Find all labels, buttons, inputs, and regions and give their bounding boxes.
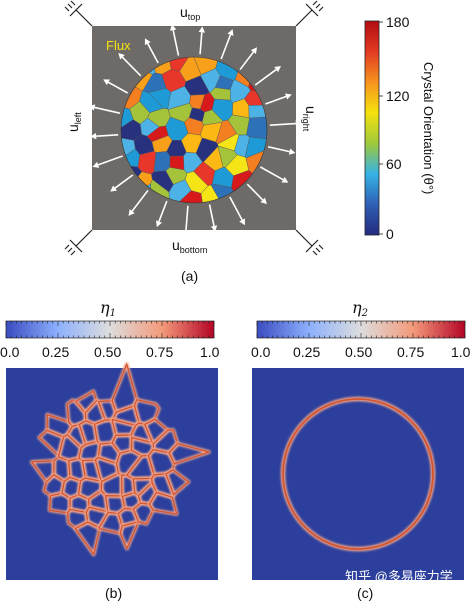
flux-arrow-shaft — [172, 29, 180, 56]
grain-region-boundary — [120, 56, 268, 204]
u-left-label: uleft — [65, 112, 83, 132]
eta2-tick-075: 0.75 — [397, 344, 424, 360]
flux-arrow-head — [260, 197, 267, 205]
flux-arrow-shaft — [97, 155, 123, 166]
flux-label: Flux — [106, 38, 131, 53]
flux-arrow-shaft — [229, 196, 243, 221]
eta1-grain-boundary-network — [29, 362, 211, 557]
caption-c: (c) — [357, 585, 373, 601]
u-bottom-label: ubottom — [172, 237, 207, 255]
flux-arrow-head — [210, 225, 218, 232]
flux-arrow-head — [90, 132, 97, 140]
flux-arrow-shaft — [147, 43, 159, 64]
flux-arrow-head — [239, 218, 245, 226]
flux-arrow-shaft — [265, 95, 287, 105]
flux-arrow-head — [88, 104, 96, 111]
corner-support-top-left — [64, 0, 93, 27]
flux-arrow-head — [281, 176, 289, 183]
eta2-tick-050: 0.50 — [345, 344, 372, 360]
flux-arrow-shaft — [208, 204, 215, 227]
eta2-ring — [282, 398, 434, 550]
flux-arrows — [88, 24, 302, 238]
corner-support-bottom-left — [64, 229, 93, 256]
watermark: 知乎 @多易座力学 — [345, 569, 453, 584]
u-top-label: utop — [180, 4, 200, 22]
flux-arrow-shaft — [254, 68, 277, 86]
flux-arrow-head — [198, 26, 206, 33]
grain — [245, 139, 267, 203]
caption-b: (b) — [105, 585, 122, 601]
flux-arrow-head — [274, 66, 282, 73]
panel-a: Flux utop ubottom uleft uright 180 120 6… — [64, 0, 436, 284]
u-right-label: uright — [301, 106, 319, 132]
flux-arrow-head — [295, 120, 302, 127]
flux-arrow-head — [92, 161, 100, 168]
orientation-tick-120: 120 — [386, 88, 410, 104]
eta1-tick-075: 0.75 — [146, 344, 173, 360]
eta2-tick-025: 0.25 — [293, 344, 320, 360]
grain-boundary — [133, 399, 160, 426]
orientation-tick-0: 0 — [386, 226, 394, 242]
panel-c: η2 0.0 0.25 0.50 0.75 1.0 (c) — [251, 298, 471, 601]
eta2-colorbar-ticks — [256, 321, 466, 338]
flux-arrow-head — [155, 220, 162, 228]
eta1-tick-1: 1.0 — [200, 344, 220, 360]
eta1-tick-0: 0.0 — [0, 344, 20, 360]
flux-arrow-head — [285, 93, 292, 100]
flux-arrow-head — [110, 185, 117, 192]
flux-arrow-head — [103, 79, 110, 86]
flux-arrow-shaft — [220, 34, 232, 60]
orientation-colorbar-ticks — [379, 21, 383, 235]
flux-arrow-shaft — [94, 106, 121, 114]
flux-arrow-shaft — [158, 200, 168, 222]
corner-support-top-right — [295, 0, 324, 27]
flux-arrow-head — [182, 231, 190, 238]
grain-boundary — [165, 469, 190, 496]
grain-boundary — [119, 521, 140, 550]
orientation-tick-60: 60 — [386, 156, 402, 172]
eta1-title: η1 — [100, 298, 116, 319]
caption-a: (a) — [181, 268, 198, 284]
eta2-title: η2 — [352, 298, 368, 319]
panel-b: η1 0.0 0.25 0.50 0.75 1.0 (b) — [0, 298, 220, 601]
eta1-tick-050: 0.50 — [94, 344, 121, 360]
orientation-colorbar-title: Crystal Orientation (θ°) — [421, 62, 436, 194]
flux-arrow-head — [288, 148, 296, 155]
flux-arrow-shaft — [114, 174, 134, 189]
orientation-colorbar — [364, 20, 380, 236]
flux-arrow-shaft — [121, 56, 142, 77]
flux-arrow-head — [128, 209, 135, 216]
flux-arrow-shaft — [96, 133, 119, 137]
eta1-colorbar-ticks — [5, 321, 215, 338]
flux-arrow-shaft — [269, 122, 296, 127]
flux-arrow-shaft — [259, 166, 284, 181]
flux-arrow-head — [170, 24, 177, 31]
orientation-tick-180: 180 — [386, 14, 410, 30]
flux-arrow-shaft — [131, 189, 149, 212]
corner-support-bottom-right — [295, 229, 324, 256]
grain — [248, 104, 267, 119]
flux-arrow-shaft — [108, 81, 129, 94]
flux-arrow-shaft — [199, 32, 203, 55]
eta2-tick-1: 1.0 — [451, 344, 471, 360]
grain-boundary — [148, 491, 178, 515]
flux-arrow-shaft — [267, 146, 290, 153]
flux-arrow-shaft — [246, 183, 264, 201]
grain-boundary — [168, 442, 210, 465]
flux-arrow-head — [250, 47, 258, 54]
flux-arrow-head — [118, 52, 125, 60]
eta2-tick-0: 0.0 — [251, 344, 271, 360]
eta2-field — [252, 368, 464, 580]
flux-arrow-shaft — [239, 51, 255, 71]
flux-arrow-shaft — [185, 205, 189, 232]
flux-arrow-head — [227, 29, 234, 36]
eta1-tick-025: 0.25 — [42, 344, 69, 360]
flux-arrow-head — [144, 38, 151, 46]
